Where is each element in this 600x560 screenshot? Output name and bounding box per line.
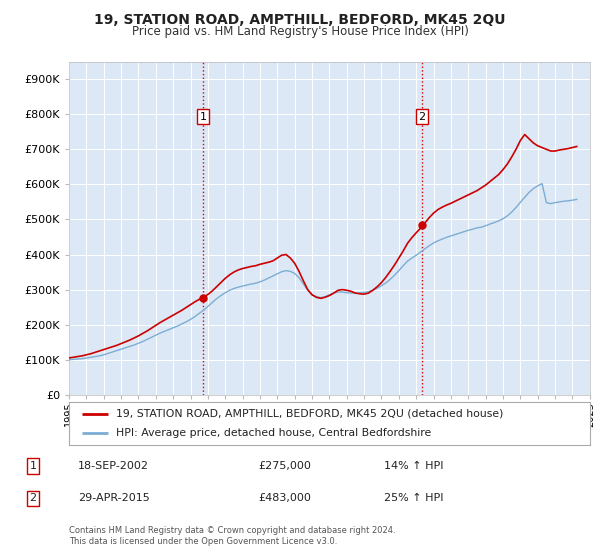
Text: HPI: Average price, detached house, Central Bedfordshire: HPI: Average price, detached house, Cent… — [116, 428, 431, 438]
Text: 29-APR-2015: 29-APR-2015 — [78, 493, 150, 503]
Text: 19, STATION ROAD, AMPTHILL, BEDFORD, MK45 2QU (detached house): 19, STATION ROAD, AMPTHILL, BEDFORD, MK4… — [116, 409, 503, 419]
Text: 1: 1 — [200, 111, 206, 122]
Text: 2: 2 — [29, 493, 37, 503]
Text: 19, STATION ROAD, AMPTHILL, BEDFORD, MK45 2QU: 19, STATION ROAD, AMPTHILL, BEDFORD, MK4… — [94, 13, 506, 27]
Text: 18-SEP-2002: 18-SEP-2002 — [78, 461, 149, 471]
Text: Price paid vs. HM Land Registry's House Price Index (HPI): Price paid vs. HM Land Registry's House … — [131, 25, 469, 38]
Text: Contains HM Land Registry data © Crown copyright and database right 2024.
This d: Contains HM Land Registry data © Crown c… — [69, 526, 395, 546]
Text: 25% ↑ HPI: 25% ↑ HPI — [384, 493, 443, 503]
Text: 1: 1 — [29, 461, 37, 471]
Text: 14% ↑ HPI: 14% ↑ HPI — [384, 461, 443, 471]
Text: £275,000: £275,000 — [258, 461, 311, 471]
Text: £483,000: £483,000 — [258, 493, 311, 503]
Text: 2: 2 — [418, 111, 425, 122]
